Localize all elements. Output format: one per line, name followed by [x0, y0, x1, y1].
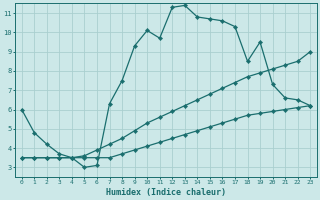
X-axis label: Humidex (Indice chaleur): Humidex (Indice chaleur) — [106, 188, 226, 197]
